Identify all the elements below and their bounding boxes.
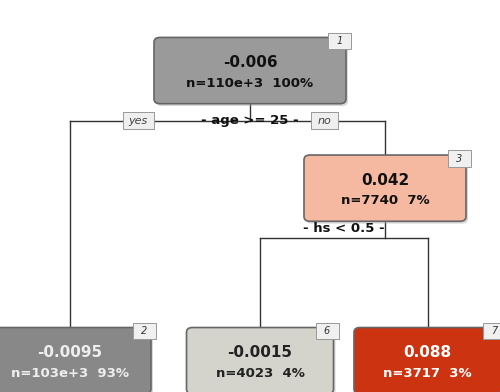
Text: - age >= 25 -: - age >= 25 - (201, 114, 299, 127)
FancyBboxPatch shape (123, 112, 154, 129)
Text: 7: 7 (492, 326, 498, 336)
Text: n=110e+3  100%: n=110e+3 100% (186, 76, 314, 89)
FancyBboxPatch shape (0, 328, 151, 392)
FancyBboxPatch shape (316, 323, 338, 339)
Text: 3: 3 (456, 154, 462, 163)
Text: n=7740  7%: n=7740 7% (340, 194, 430, 207)
Text: -0.0095: -0.0095 (38, 345, 102, 360)
Text: 1: 1 (336, 36, 342, 46)
FancyBboxPatch shape (0, 330, 153, 392)
Text: n=3717  3%: n=3717 3% (383, 367, 472, 379)
FancyBboxPatch shape (154, 38, 346, 104)
FancyBboxPatch shape (306, 157, 468, 223)
Text: n=103e+3  93%: n=103e+3 93% (11, 367, 129, 379)
FancyBboxPatch shape (328, 33, 351, 49)
FancyBboxPatch shape (448, 151, 471, 167)
FancyBboxPatch shape (483, 323, 500, 339)
Text: 6: 6 (324, 326, 330, 336)
FancyBboxPatch shape (304, 155, 466, 221)
FancyBboxPatch shape (156, 40, 348, 106)
FancyBboxPatch shape (311, 112, 338, 129)
Text: yes: yes (129, 116, 148, 125)
FancyBboxPatch shape (356, 330, 500, 392)
Text: -0.006: -0.006 (222, 55, 278, 70)
FancyBboxPatch shape (186, 328, 334, 392)
Text: - hs < 0.5 -: - hs < 0.5 - (303, 222, 384, 235)
Text: 2: 2 (142, 326, 148, 336)
Text: 0.088: 0.088 (404, 345, 452, 360)
Text: no: no (318, 116, 331, 125)
Text: n=4023  4%: n=4023 4% (216, 367, 304, 379)
Text: -0.0015: -0.0015 (228, 345, 292, 360)
FancyBboxPatch shape (354, 328, 500, 392)
FancyBboxPatch shape (188, 330, 336, 392)
Text: 0.042: 0.042 (361, 173, 409, 188)
FancyBboxPatch shape (133, 323, 156, 339)
